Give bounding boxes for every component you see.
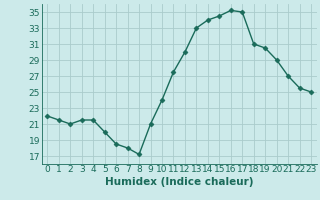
X-axis label: Humidex (Indice chaleur): Humidex (Indice chaleur) — [105, 177, 253, 187]
